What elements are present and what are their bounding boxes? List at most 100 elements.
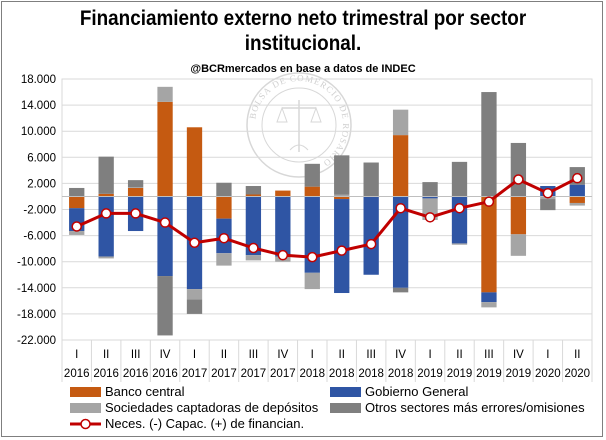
y-tick-label: -6.000 <box>23 231 56 243</box>
x-tick-year: 2018 <box>329 368 355 380</box>
legend-swatch <box>70 387 101 397</box>
x-axis: I2016II2016III2016IV2016I2017II2017III20… <box>61 340 593 382</box>
line-point <box>542 187 554 199</box>
bar-segment-s1-c3 <box>157 196 173 277</box>
bar-segment-s1-c12 <box>422 196 438 199</box>
y-tick-label: -18.000 <box>17 309 56 321</box>
bar-segment-s2-c9 <box>334 194 350 197</box>
bar-segment-s1-c7 <box>275 196 291 257</box>
x-tick-year: 2019 <box>506 368 532 380</box>
bar-segment-s1-c14 <box>481 292 497 303</box>
bar-segment-s3-c8 <box>304 163 320 187</box>
bar-segment-s3-c5 <box>216 182 232 197</box>
bar-segment-s2-c6 <box>245 255 262 261</box>
bar-segment-s2-c11 <box>392 109 409 136</box>
x-tick-quarter: IV <box>513 349 524 361</box>
y-tick-label: -22.000 <box>17 335 56 347</box>
bar-segment-s0-c15 <box>510 196 527 235</box>
x-tick-quarter: II <box>103 349 109 361</box>
line-point <box>218 232 230 244</box>
line-point <box>513 174 524 185</box>
line-point <box>189 237 200 249</box>
x-tick-quarter: IV <box>160 349 171 361</box>
x-tick-quarter: II <box>456 349 462 361</box>
bar-segment-s2-c14 <box>481 302 497 308</box>
x-tick-quarter: II <box>221 349 227 361</box>
bar-segment-s3-c16 <box>540 199 556 211</box>
x-tick-quarter: III <box>366 349 376 361</box>
x-tick-quarter: II <box>339 349 345 361</box>
x-tick-quarter: I <box>428 349 431 361</box>
bar-segment-s2-c0 <box>69 231 85 235</box>
x-tick-year: 2017 <box>270 368 296 380</box>
x-tick-quarter: I <box>546 349 549 361</box>
bar-segment-s1-c11 <box>392 196 409 288</box>
line-point <box>100 208 112 219</box>
bar-segment-s2-c4 <box>186 289 203 300</box>
bar-segment-s0-c14 <box>481 196 497 293</box>
bar-segment-s2-c1 <box>98 256 114 259</box>
line-point <box>130 208 141 219</box>
x-tick-year: 2020 <box>535 368 561 380</box>
bar-segment-s0-c2 <box>127 187 144 197</box>
bar-segment-s0-c11 <box>392 135 409 197</box>
y-tick-label: -2.000 <box>23 205 56 217</box>
x-tick-year: 2019 <box>417 368 443 380</box>
line-point <box>365 238 377 250</box>
line-point <box>248 242 259 254</box>
x-tick-year: 2016 <box>93 368 119 380</box>
y-tick-label: 2.000 <box>27 178 56 190</box>
bar-segment-s3-c10 <box>363 162 379 197</box>
x-tick-year: 2016 <box>152 368 178 380</box>
bar-segment-s1-c10 <box>363 196 379 275</box>
x-tick-year: 2018 <box>358 368 384 380</box>
x-tick-quarter: I <box>75 349 78 361</box>
line-series <box>71 172 583 263</box>
bar-segment-s1-c1 <box>98 196 114 257</box>
bar-segment-s0-c17 <box>569 196 585 203</box>
y-tick-label: -10.000 <box>17 257 56 269</box>
legend-label: Neces. (-) Capac. (+) de financian. <box>105 416 304 431</box>
x-tick-year: 2020 <box>564 368 590 380</box>
x-tick-quarter: I <box>311 349 314 361</box>
y-tick-label: 14.000 <box>21 100 56 112</box>
x-tick-quarter: IV <box>395 349 406 361</box>
bar-segment-s3-c4 <box>186 299 203 314</box>
line-path <box>76 176 578 259</box>
legend-label: Sociedades captadoras de depósitos <box>105 400 319 415</box>
legend-swatch <box>70 403 101 413</box>
y-tick-label: 18.000 <box>21 74 56 86</box>
bar-segment-s3-c2 <box>127 180 144 188</box>
bar-segment-s3-c13 <box>451 161 468 197</box>
legend-swatch <box>330 403 361 413</box>
x-tick-quarter: III <box>249 349 259 361</box>
bar-segment-s3-c12 <box>422 182 438 197</box>
bar-segment-s2-c15 <box>510 234 527 256</box>
bar-segment-s2-c17 <box>569 202 585 206</box>
bar-segment-s0-c7 <box>275 190 291 197</box>
chart-title: Financiamiento externo neto trimestral p… <box>30 6 575 56</box>
x-tick-year: 2017 <box>182 368 208 380</box>
bar-segment-s1-c17 <box>569 184 585 197</box>
line-point <box>307 251 318 263</box>
legend-line-marker <box>80 418 91 430</box>
y-tick-label: 6.000 <box>27 152 56 164</box>
line-point <box>71 221 82 232</box>
x-tick-year: 2016 <box>64 368 90 380</box>
bar-segment-s0-c8 <box>304 186 320 197</box>
x-tick-year: 2019 <box>476 368 502 380</box>
x-tick-quarter: III <box>484 349 494 361</box>
x-tick-year: 2017 <box>211 368 237 380</box>
x-tick-year: 2017 <box>241 368 267 380</box>
bar-segment-s0-c6 <box>245 194 262 197</box>
x-tick-quarter: II <box>574 349 580 361</box>
bar-segment-s3-c9 <box>334 155 350 195</box>
line-point <box>483 196 495 207</box>
legend-label: Gobierno General <box>365 384 468 399</box>
bar-segment-s3-c6 <box>245 186 262 195</box>
bar-segment-s1-c6 <box>245 196 262 256</box>
bar-segment-s2-c2 <box>127 187 144 188</box>
chart-title-line-1: Financiamiento externo neto trimestral p… <box>79 7 527 30</box>
bar-segment-s2-c5 <box>216 253 232 266</box>
